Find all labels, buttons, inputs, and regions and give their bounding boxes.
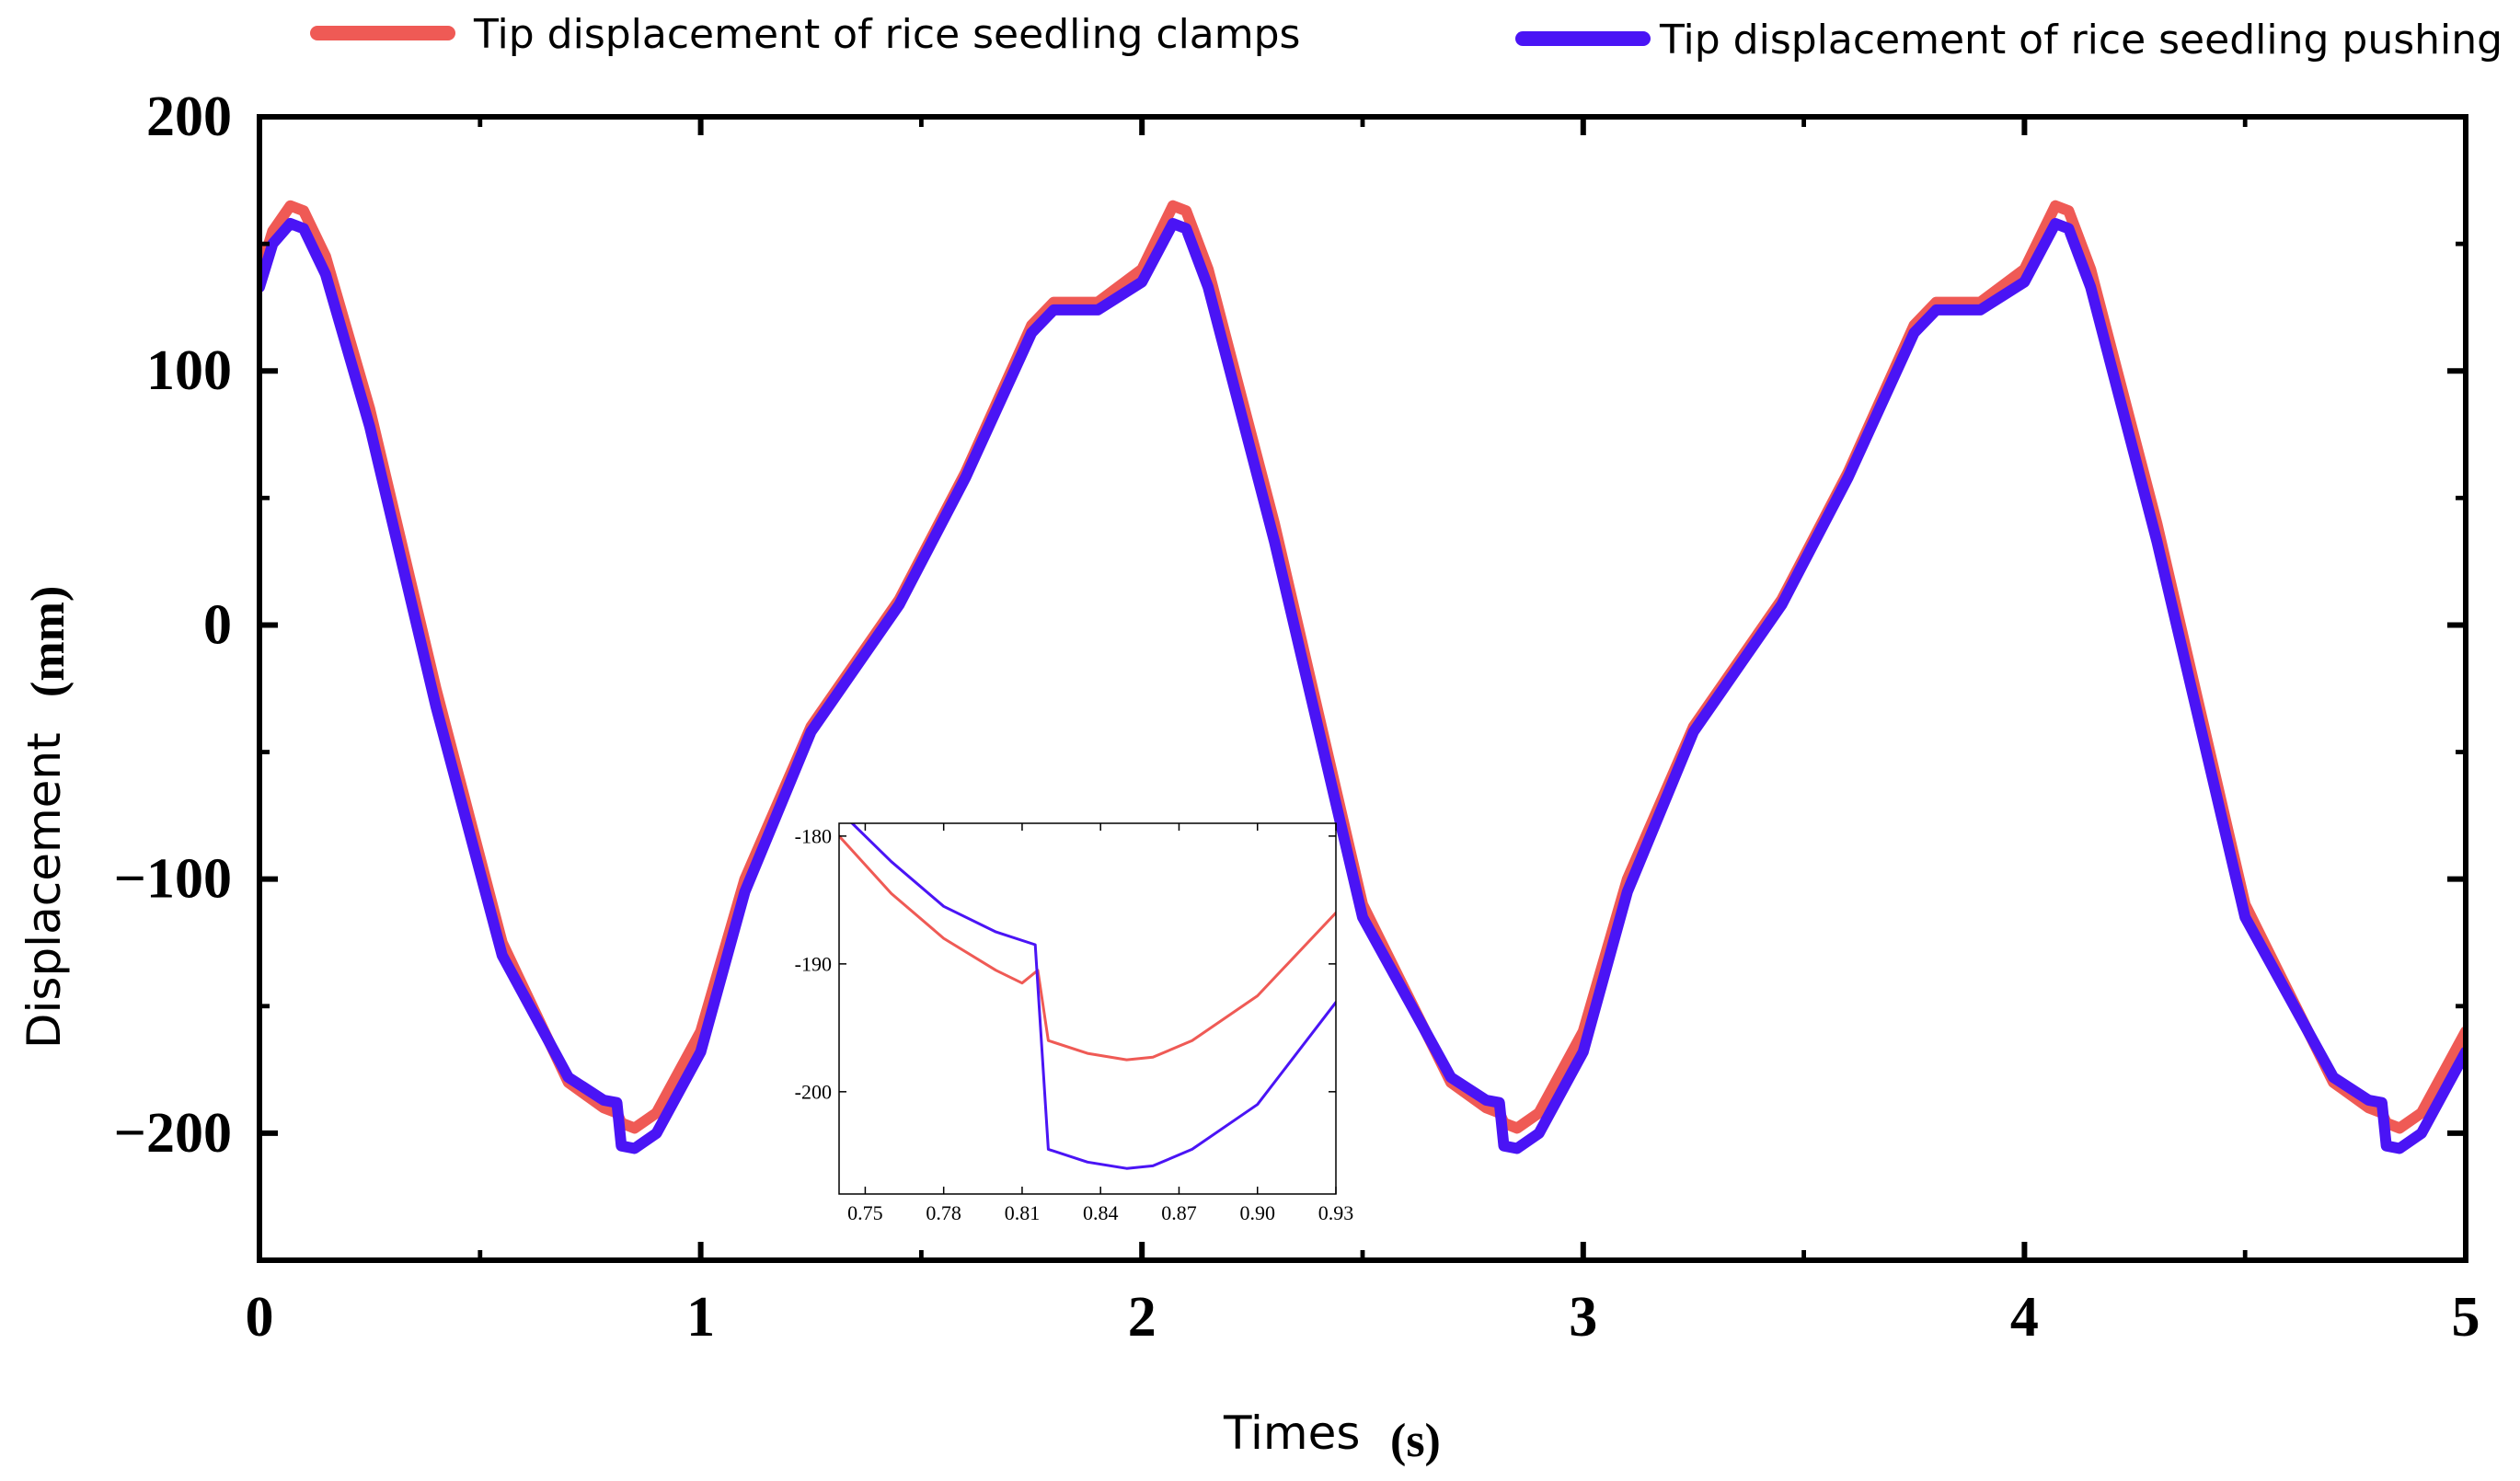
main-y-tick-label: 200 xyxy=(146,86,232,148)
inset-x-tick-label: 0.87 xyxy=(1161,1201,1197,1224)
legend-label-clamps: Tip displacement of rice seedling clamps xyxy=(473,11,1300,58)
inset-background xyxy=(839,823,1336,1191)
main-y-tick-label: 100 xyxy=(146,339,232,402)
legend: Tip displacement of rice seedling clamps… xyxy=(310,11,2503,63)
main-series-line-pushing xyxy=(259,218,2466,1154)
main-x-tick-label: 1 xyxy=(686,1286,715,1349)
inset-x-tick-label: 0.84 xyxy=(1083,1201,1119,1224)
x-axis-unit: (s) xyxy=(1390,1415,1441,1467)
y-axis-unit: (mm) xyxy=(22,586,75,697)
inset-y-tick-label: -190 xyxy=(795,952,832,975)
x-axis-label: Times xyxy=(1223,1406,1360,1460)
main-x-tick-label: 2 xyxy=(1128,1286,1156,1349)
inset-plot-frame xyxy=(838,822,1337,1195)
inset-x-tick-label: 0.81 xyxy=(1005,1201,1041,1224)
inset-x-tick-label: 0.78 xyxy=(926,1201,961,1224)
inset-series-line-pushing xyxy=(850,823,1336,1170)
main-x-tick-label: 0 xyxy=(246,1286,274,1349)
main-y-tick-label: −200 xyxy=(114,1102,232,1165)
inset-series-group xyxy=(839,823,1336,1170)
main-y-tick-label: 0 xyxy=(203,593,232,656)
main-x-tick-label: 3 xyxy=(1569,1286,1597,1349)
inset-x-tick-label: 0.90 xyxy=(1239,1201,1275,1224)
inset-x-tick-label: 0.93 xyxy=(1318,1201,1354,1224)
inset-chart: 0.75 0.78 0.81 0.84 0.87 0.90 0.93 -180 -190 -200 xyxy=(795,822,1354,1224)
x-axis-title: Times (s) xyxy=(1223,1406,1441,1467)
inset-y-tick-label: -180 xyxy=(795,824,832,847)
y-axis-title: Displacement (mm) xyxy=(17,586,75,1049)
main-x-tick-label: 5 xyxy=(2452,1286,2480,1349)
inset-y-tick-label: -200 xyxy=(795,1080,832,1103)
legend-label-pushing: Tip displacement of rice seedling pushin… xyxy=(1659,17,2503,63)
main-axes: 0 1 2 3 4 5 200 100 0 −100 −200 xyxy=(114,86,2480,1349)
main-series-line-clamps xyxy=(259,200,2466,1134)
main-y-tick-label: −100 xyxy=(114,848,232,911)
inset-axes: 0.75 0.78 0.81 0.84 0.87 0.90 0.93 -180 -190 -200 xyxy=(795,822,1354,1224)
inset-x-tick-label: 0.75 xyxy=(847,1201,883,1224)
main-series-group xyxy=(259,200,2466,1154)
inset-series-line-clamps xyxy=(839,834,1336,1062)
main-x-tick-label: 4 xyxy=(2010,1286,2039,1349)
y-axis-label: Displacement xyxy=(17,732,71,1049)
